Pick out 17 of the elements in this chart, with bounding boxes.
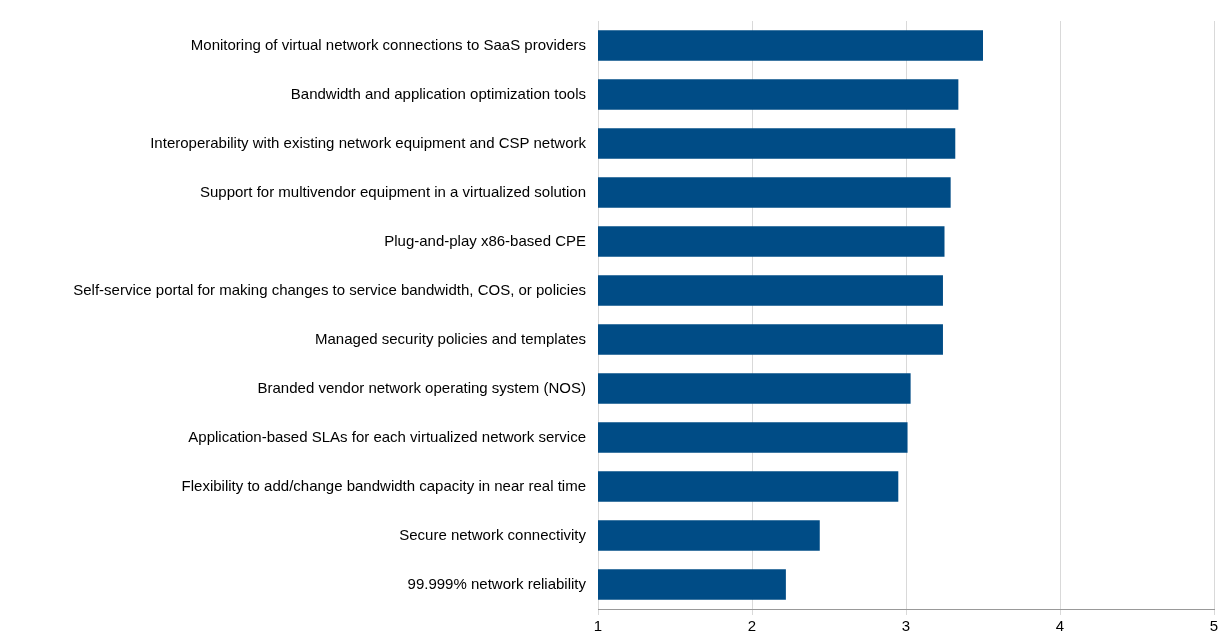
y-tick-label: Bandwidth and application optimization tools [290,84,586,102]
y-tick-label: Self-service portal for making changes to service bandwidth, COS, or policies [73,280,586,298]
y-tick-label: Monitoring of virtual network connections to SaaS providers [190,35,586,53]
x-tick-label: 4 [1055,617,1065,635]
x-tick-label: 1 [593,617,603,635]
y-tick-label: Flexibility to add/change bandwidth capacity in near real time [181,476,586,494]
x-tick-label: 2 [747,617,757,635]
y-tick-label: Branded vendor network operating system (NOS) [257,378,586,396]
x-tick-label: 3 [901,617,911,635]
y-tick-label: Secure network connectivity [399,525,587,543]
y-tick-label: Interoperability with existing network equipment and CSP network [150,133,587,151]
y-tick-label: Support for multivendor equipment in a virtualized solution [199,182,586,200]
y-tick-label: Application-based SLAs for each virtualized network service [188,427,586,445]
y-tick-label: 99.999% network reliability [407,574,587,592]
y-tick-label: Managed security policies and templates [315,329,586,347]
x-tick-label: 5 [1209,617,1219,635]
y-tick-label: Plug-and-play x86-based CPE [384,231,586,249]
